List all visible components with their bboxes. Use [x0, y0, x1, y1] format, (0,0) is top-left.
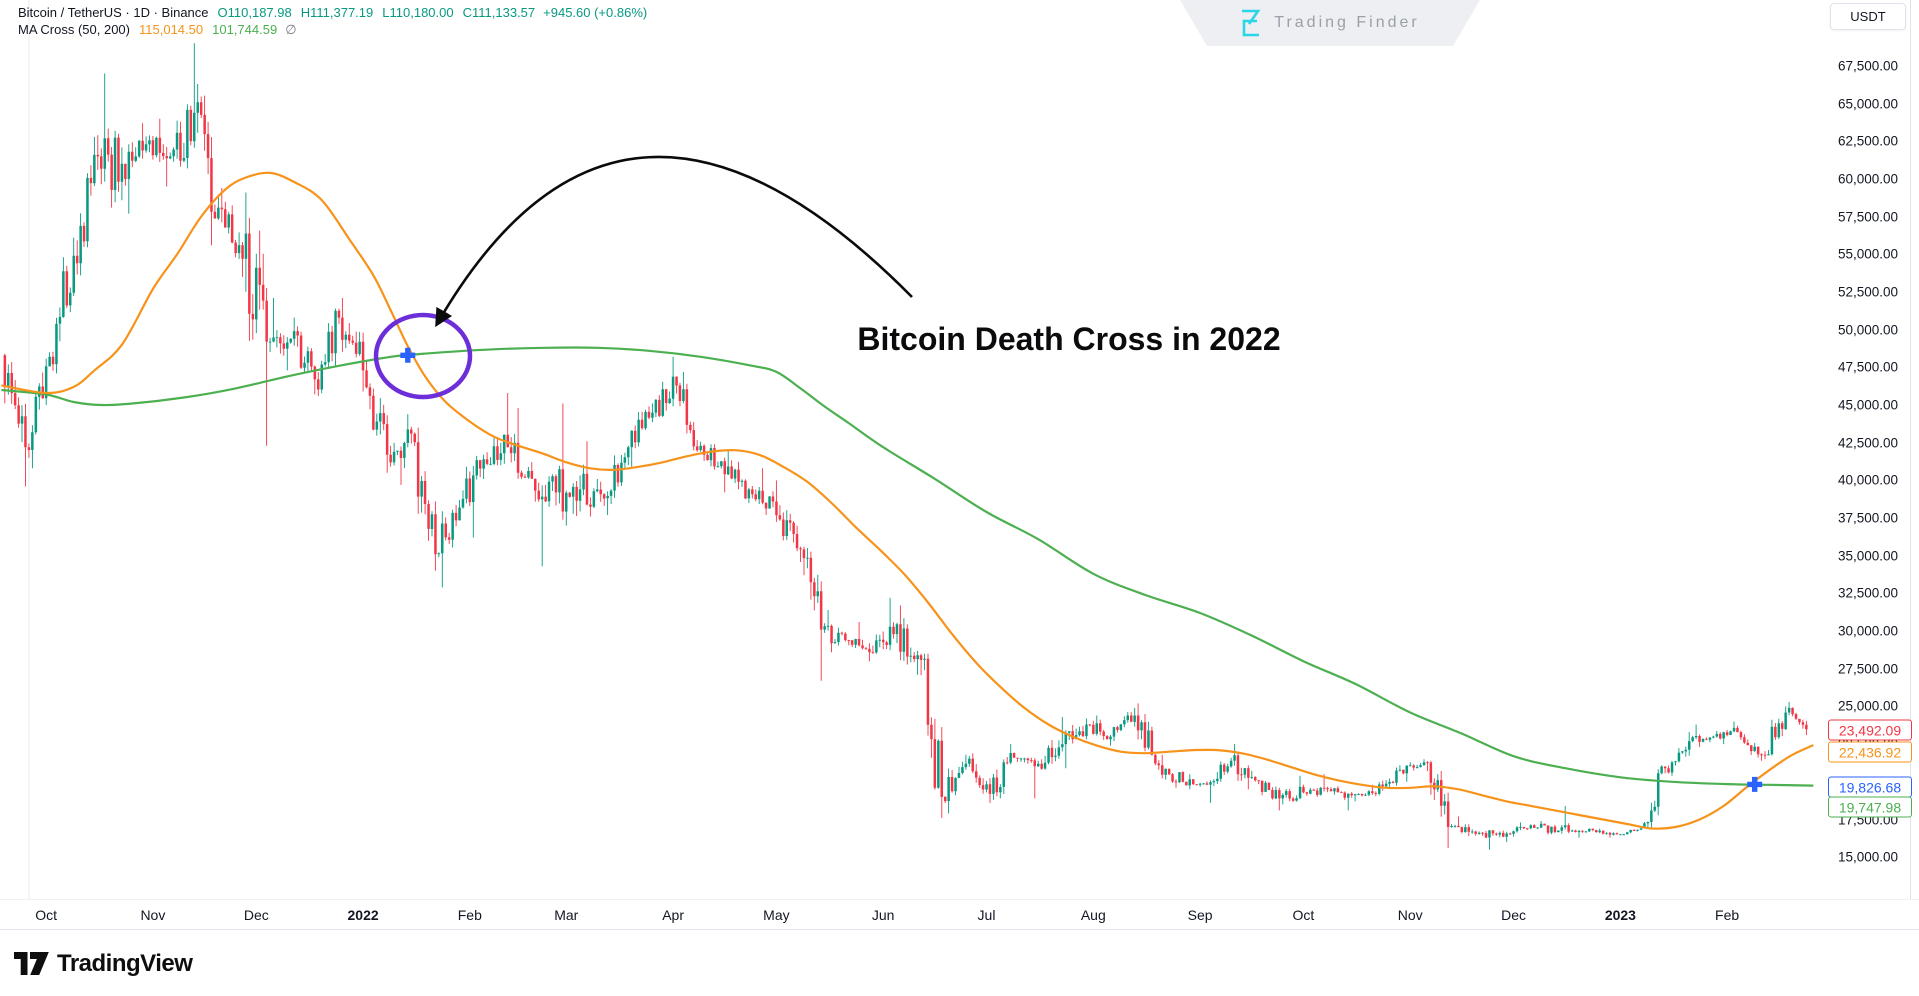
price-axis-right-border — [1910, 0, 1911, 928]
cross-marker[interactable] — [1747, 776, 1763, 792]
trading-finder-logo-icon — [1242, 9, 1261, 37]
month-label: Feb — [1715, 906, 1740, 923]
chart-canvas[interactable] — [0, 0, 1919, 899]
floating-price-label: 22,436.92 — [1828, 741, 1912, 763]
price-tick-label: 27,500.00 — [1838, 661, 1899, 677]
year-label: 2023 — [1604, 906, 1636, 923]
month-label: Nov — [1397, 906, 1423, 923]
month-label: Mar — [554, 906, 579, 923]
annotation-arrow[interactable] — [435, 155, 913, 328]
month-label: Dec — [243, 906, 269, 923]
price-tick-label: 30,000.00 — [1838, 623, 1899, 639]
ma200-value: 101,744.59 — [212, 22, 278, 37]
footer-bar: TradingView — [0, 929, 1919, 996]
month-label: Nov — [140, 906, 166, 923]
trading-finder-label: Trading Finder — [1274, 14, 1420, 31]
price-tick-label: 40,000.00 — [1838, 472, 1899, 488]
currency-button[interactable]: USDT — [1830, 3, 1906, 30]
price-tick-label: 25,000.00 — [1838, 698, 1899, 714]
price-tick-label: 52,500.00 — [1838, 284, 1899, 300]
symbol-legend-row[interactable]: Bitcoin / TetherUS · 1D · Binance O110,18… — [18, 4, 647, 21]
null-symbol: ∅ — [285, 22, 297, 37]
death-cross-circle[interactable] — [373, 312, 473, 400]
month-label: Jun — [871, 906, 895, 923]
price-tick-label: 62,500.00 — [1838, 133, 1899, 149]
ohlc-open: O110,187.98 — [217, 5, 292, 20]
floating-price-label: 19,826.68 — [1828, 776, 1912, 798]
price-tick-label: 50,000.00 — [1838, 322, 1899, 338]
floating-price-label: 19,747.98 — [1828, 796, 1912, 818]
month-label: Sep — [1187, 906, 1213, 923]
price-tick-label: 15,000.00 — [1838, 849, 1899, 865]
price-tick-label: 60,000.00 — [1838, 171, 1899, 187]
tradingview-logo[interactable]: TradingView — [14, 950, 193, 978]
legend: Bitcoin / TetherUS · 1D · Binance O110,18… — [18, 4, 647, 38]
price-tick-label: 65,000.00 — [1838, 96, 1899, 112]
price-tick-label: 45,000.00 — [1838, 397, 1899, 413]
ma50-value: 115,014.50 — [139, 22, 204, 37]
price-tick-label: 47,500.00 — [1838, 359, 1899, 375]
price-tick-label: 35,000.00 — [1838, 548, 1899, 564]
month-label: Oct — [1292, 906, 1315, 923]
price-axis[interactable]: 67,500.00 65,000.00 62,500.00 60,000.00 57,5… — [0, 0, 1919, 899]
month-label: Oct — [35, 906, 58, 923]
tradingview-logo-icon — [14, 952, 49, 975]
month-label: Jul — [977, 906, 996, 923]
price-tick-label: 67,500.00 — [1838, 58, 1899, 74]
cross-marker[interactable] — [400, 347, 416, 363]
ohlc-high: H111,377.19 — [300, 5, 374, 20]
ma-cross-label: MA Cross (50, 200) — [18, 22, 130, 37]
change-value: +945.60 (+0.86%) — [543, 5, 648, 20]
symbol-title: Bitcoin / TetherUS · 1D · Binance — [18, 5, 209, 20]
ma50-line — [1, 171, 1814, 830]
time-axis[interactable]: Oct Nov Dec 2022 Feb Mar Apr May Jun Jul Aug Sep Oct… — [0, 899, 1919, 930]
year-label: 2022 — [347, 906, 379, 923]
ohlc-low: L110,180.00 — [382, 5, 454, 20]
month-label: Dec — [1501, 906, 1527, 923]
floating-price-label: 23,492.09 — [1828, 719, 1912, 741]
tradingview-brand-text: TradingView — [57, 950, 193, 977]
price-tick-label: 32,500.00 — [1838, 585, 1899, 601]
price-tick-label: 42,500.00 — [1838, 435, 1899, 451]
annotation-title: Bitcoin Death Cross in 2022 — [857, 321, 1281, 357]
month-label: Aug — [1080, 906, 1106, 923]
price-tick-label: 57,500.00 — [1838, 209, 1899, 225]
price-tick-label: 37,500.00 — [1838, 510, 1899, 526]
price-tick-label: 55,000.00 — [1838, 246, 1899, 262]
ma-legend-row[interactable]: MA Cross (50, 200) 115,014.50 101,744.59 ∅ — [18, 21, 647, 38]
ohlc-close: C111,133.57 — [462, 5, 536, 20]
month-label: Feb — [457, 906, 482, 923]
month-label: May — [763, 906, 790, 923]
ma200-line — [1, 346, 1814, 787]
trading-finder-watermark: Trading Finder — [1180, 0, 1480, 46]
month-label: Apr — [662, 906, 684, 923]
